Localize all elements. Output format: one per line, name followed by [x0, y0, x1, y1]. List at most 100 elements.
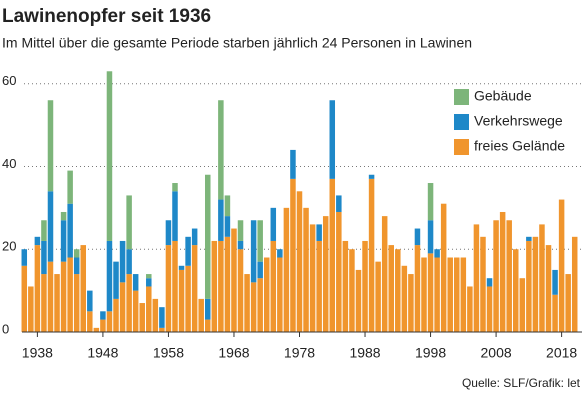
bar-segment — [401, 265, 408, 332]
bar-segment — [467, 286, 473, 332]
bar-segment — [309, 224, 316, 332]
bar-segment — [381, 216, 388, 332]
bar-segment — [277, 257, 283, 332]
bar-segment — [159, 307, 165, 328]
source: Quelle: SLF/Grafik: let — [462, 376, 581, 390]
bar-segment — [493, 220, 499, 332]
bar-segment — [185, 236, 191, 266]
bar-segment — [205, 319, 211, 332]
bar-segment — [519, 278, 526, 332]
bar-segment — [532, 236, 539, 332]
bar-segment — [329, 100, 336, 179]
legend-swatch — [454, 139, 469, 155]
bar-segment — [178, 269, 185, 332]
bar-segment — [106, 311, 113, 332]
bar-segment — [427, 220, 434, 254]
y-tick-label: 20 — [2, 239, 16, 254]
bar-segment — [87, 290, 93, 312]
bar-segment — [205, 174, 211, 299]
bar-segment — [506, 220, 512, 332]
bar-segment — [473, 224, 480, 332]
bar-segment — [41, 240, 47, 275]
bar-segment — [408, 274, 414, 332]
bar-segment — [119, 282, 126, 332]
bar-segment — [41, 220, 47, 241]
bar-segment — [545, 245, 552, 332]
bar-segment — [526, 236, 532, 241]
bar-segment — [172, 240, 178, 332]
bar-segment — [486, 286, 493, 332]
x-tick-label: 2018 — [546, 345, 577, 361]
bar-segment — [440, 203, 447, 332]
bar-segment — [250, 282, 257, 332]
bar-segment — [126, 249, 132, 275]
legend-swatch — [454, 114, 469, 130]
bar-segment — [113, 261, 119, 299]
bar-segment — [106, 240, 113, 312]
bar-segment — [106, 71, 113, 241]
bar-segment — [552, 294, 558, 332]
bar-segment — [93, 327, 100, 332]
bar-segment — [257, 278, 263, 332]
bar-segment — [67, 257, 73, 332]
y-tick-label: 60 — [2, 73, 16, 88]
bar-segment — [414, 228, 421, 246]
bar-segment — [41, 274, 47, 332]
bar-segment — [257, 220, 263, 262]
bar-segment — [270, 207, 277, 241]
bar-segment — [47, 261, 54, 332]
bar-segment — [414, 245, 421, 332]
bar-segment — [355, 269, 362, 332]
bar-segment — [126, 274, 132, 332]
bar-segment — [231, 228, 237, 332]
bar-segment — [132, 274, 139, 291]
bar-segment — [87, 311, 93, 332]
bar-segment — [205, 298, 211, 320]
bar-segment — [336, 195, 342, 212]
bar-segment — [73, 274, 80, 332]
x-tick-label: 1978 — [284, 345, 315, 361]
bar-segment — [67, 170, 73, 204]
bar-segment — [218, 240, 224, 332]
bar-segment — [152, 298, 159, 332]
bar-segment — [290, 178, 296, 332]
bar-segment — [486, 278, 493, 287]
bar-segment — [80, 245, 87, 332]
bar-segment — [388, 245, 394, 332]
x-tick-label: 1998 — [415, 345, 446, 361]
bar-segment — [316, 224, 322, 241]
bar-segment — [211, 240, 218, 332]
x-tick-label: 1968 — [218, 345, 249, 361]
bar-segment — [113, 298, 119, 332]
bar-segment — [342, 240, 349, 332]
bar-segment — [329, 178, 336, 332]
bar-segment — [67, 203, 73, 258]
bar-segment — [277, 249, 283, 258]
x-tick-label: 1948 — [87, 345, 118, 361]
bar-segment — [499, 211, 506, 332]
bar-segment — [172, 183, 178, 192]
bar-segment — [244, 274, 250, 332]
bar-segment — [159, 327, 165, 332]
bar-segment — [191, 245, 198, 332]
bar-segment — [119, 240, 126, 283]
bar-segment — [178, 265, 185, 270]
bar-segment — [191, 228, 198, 246]
bar-segment — [237, 220, 244, 241]
bar-segment — [237, 249, 244, 332]
bar-segment — [73, 249, 80, 258]
bar-segment — [539, 224, 545, 332]
bar-segment — [427, 183, 434, 221]
bar-segment — [565, 274, 571, 332]
bar-segment — [60, 211, 67, 221]
bar-segment — [427, 253, 434, 332]
bar-segment — [100, 311, 106, 320]
legend-label: Gebäude — [474, 88, 532, 104]
x-tick-label: 2008 — [481, 345, 512, 361]
bar-segment — [21, 249, 28, 266]
y-tick-label: 0 — [2, 321, 9, 336]
bar-segment — [60, 220, 67, 262]
bar-segment — [362, 240, 368, 332]
bar-segment — [185, 265, 191, 332]
bar-segment — [296, 191, 303, 332]
